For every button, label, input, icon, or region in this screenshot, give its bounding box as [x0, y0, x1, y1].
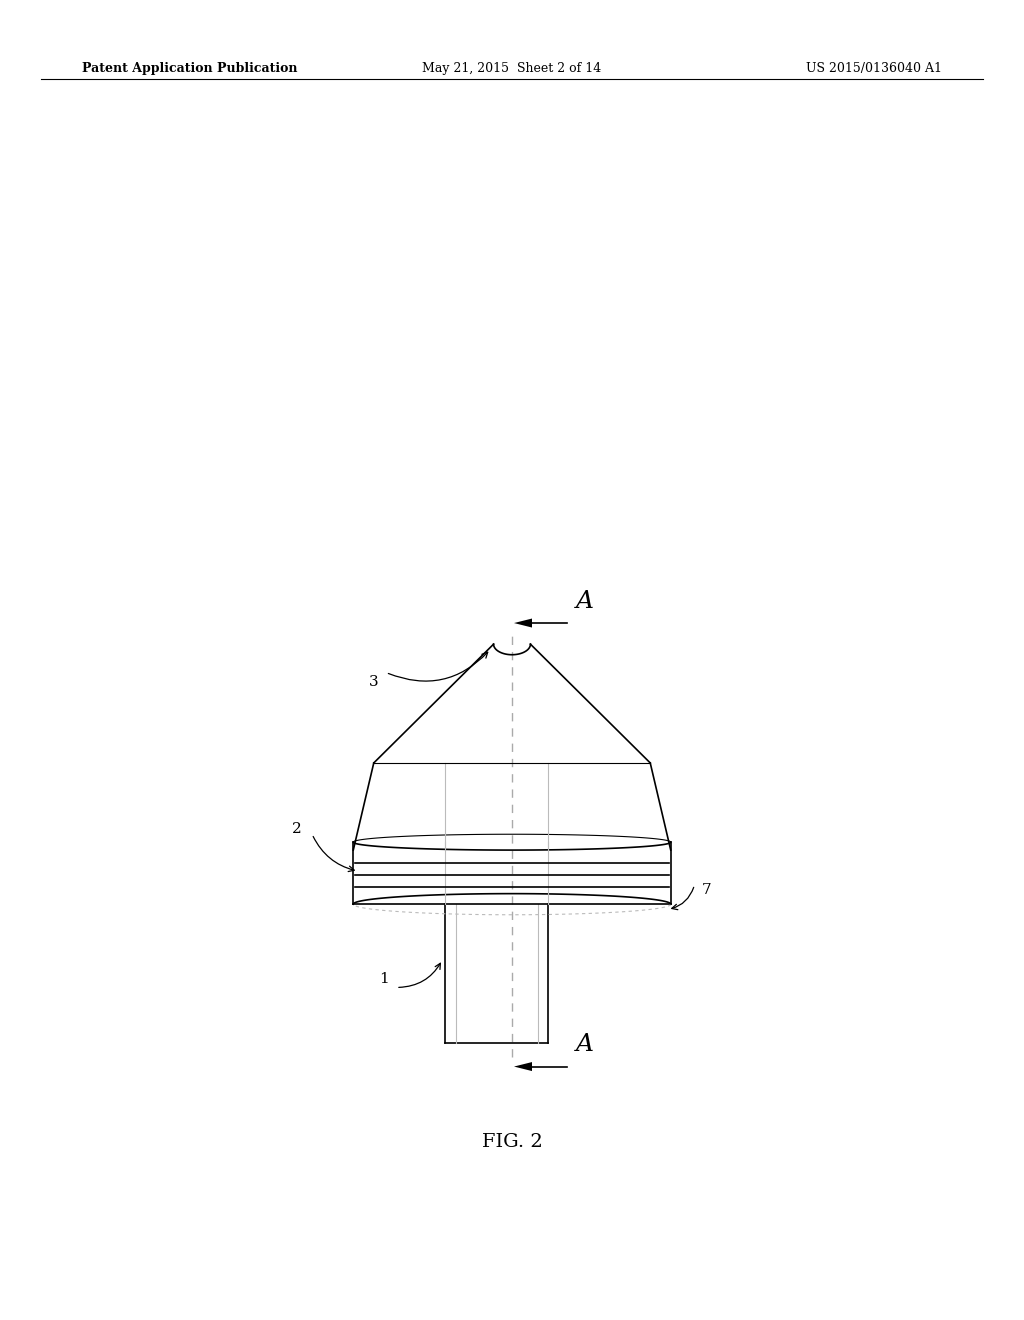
Text: Patent Application Publication: Patent Application Publication — [82, 62, 297, 75]
Polygon shape — [514, 1063, 532, 1071]
Text: FIG. 2: FIG. 2 — [481, 1133, 543, 1151]
Text: 2: 2 — [292, 822, 302, 836]
Text: 1: 1 — [379, 973, 389, 986]
Text: 3: 3 — [369, 676, 379, 689]
Text: US 2015/0136040 A1: US 2015/0136040 A1 — [806, 62, 942, 75]
Text: A: A — [575, 590, 594, 612]
Text: May 21, 2015  Sheet 2 of 14: May 21, 2015 Sheet 2 of 14 — [422, 62, 602, 75]
Text: 7: 7 — [701, 883, 712, 896]
Polygon shape — [514, 619, 532, 627]
Text: A: A — [575, 1034, 594, 1056]
